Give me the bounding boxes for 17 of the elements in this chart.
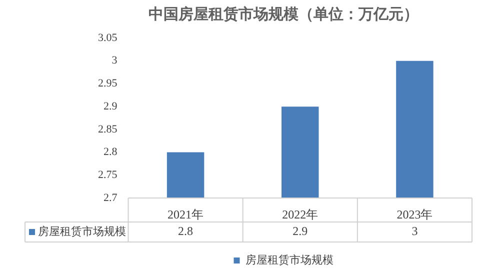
x-tick-label: 2022年 xyxy=(282,207,318,222)
y-tick-label: 2.7 xyxy=(104,192,118,204)
x-tick-label: 2021年 xyxy=(168,207,204,222)
y-tick-label: 2.85 xyxy=(98,123,118,136)
text: 房屋租赁市场规模 xyxy=(38,224,126,238)
y-tick-label: 2.95 xyxy=(98,78,118,90)
legend-label: 房屋租赁市场规模 xyxy=(245,253,334,266)
data-label: 3 xyxy=(412,224,418,238)
y-tick-label: 2.8 xyxy=(104,146,118,158)
x-tick-label: 2023年 xyxy=(396,207,433,222)
y-tick-label: 2.9 xyxy=(104,100,118,112)
y-tick-label: 3 xyxy=(112,54,118,67)
data-label: 2.8 xyxy=(178,224,194,238)
y-tick-label: 3.05 xyxy=(98,32,118,44)
chart-title: 中国房屋租赁市场规模（单位：万亿元） xyxy=(148,4,418,23)
data-label: 2.9 xyxy=(292,224,308,238)
y-tick-label: 2.75 xyxy=(98,169,118,182)
